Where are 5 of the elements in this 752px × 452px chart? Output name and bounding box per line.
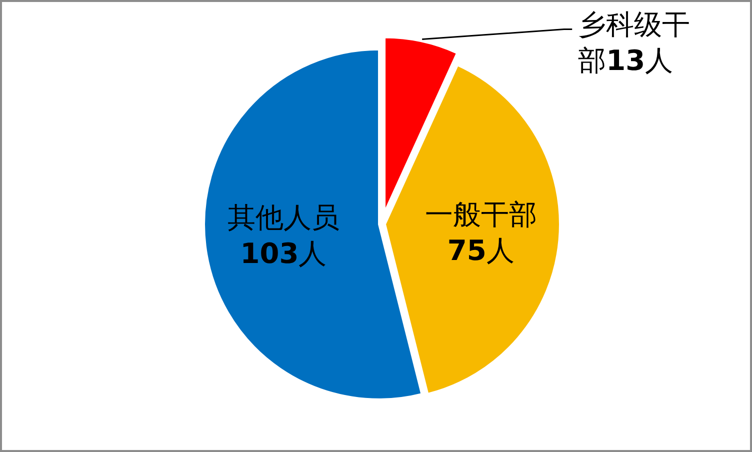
- slice-label: 其他人员: [228, 200, 340, 236]
- data-label: 75人: [446, 232, 516, 269]
- data-label: 13人: [606, 44, 674, 78]
- slice-label: 一般干部: [424, 196, 537, 233]
- data-label: 103人: [239, 236, 328, 272]
